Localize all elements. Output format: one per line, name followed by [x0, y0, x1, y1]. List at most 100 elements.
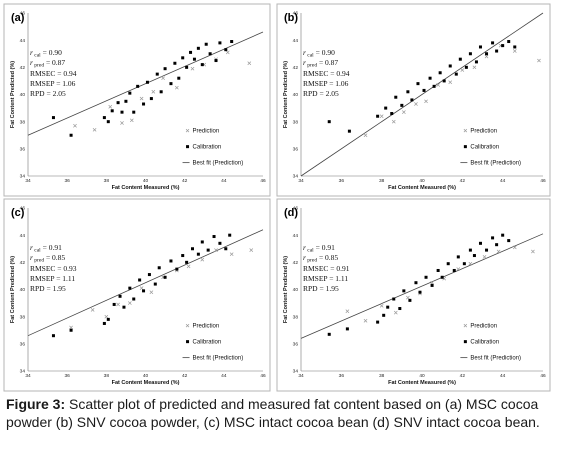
prediction-point: [116, 302, 120, 307]
prediction-point: [363, 133, 368, 138]
prediction-point: [484, 54, 489, 59]
legend-prediction-marker: [463, 128, 468, 133]
calibration-point: [138, 278, 142, 282]
r-pred-stat: r pred = 0.85: [30, 253, 65, 264]
calibration-point: [128, 91, 132, 95]
caption-text: Scatter plot of predicted and measured f…: [6, 396, 540, 430]
y-tick-label: 42: [293, 65, 299, 71]
calibration-point: [181, 56, 185, 60]
legend: Prediction Calibration Best fit (Predictio…: [182, 324, 243, 362]
prediction-point: [391, 119, 396, 124]
calibration-point: [132, 110, 136, 114]
legend-calibration-label: Calibration: [470, 145, 499, 151]
calibration-point: [159, 90, 163, 94]
prediction-point: [139, 96, 144, 101]
calibration-point: [145, 80, 149, 84]
best-fit-line: [300, 233, 544, 339]
calibration-point: [224, 48, 228, 52]
rmsec-stat: RMSEC = 0.94: [303, 69, 350, 78]
y-axis-title: Fat Content Predicted (%): [283, 61, 289, 128]
x-tick-label: 42: [182, 178, 188, 184]
calibration-point: [106, 120, 110, 124]
calibration-point: [136, 84, 140, 88]
legend-bestfit-label: Best fit (Prediction): [193, 161, 244, 167]
y-tick-label: 38: [293, 314, 299, 320]
prediction-point: [531, 249, 535, 254]
y-tick-label: 42: [20, 260, 26, 266]
calibration-point: [124, 99, 128, 103]
calibration-point: [228, 233, 232, 237]
calibration-point: [230, 40, 234, 44]
calibration-point: [408, 298, 412, 302]
best-fit-line: [300, 12, 544, 177]
rpd-stat: RPD = 1.95: [303, 284, 339, 293]
rpd-stat: RPD = 2.05: [30, 89, 66, 98]
calibration-point: [200, 63, 204, 67]
y-tick-label: 34: [20, 369, 26, 375]
prediction-point: [537, 58, 541, 63]
calibration-point: [422, 88, 426, 92]
calibration-point: [157, 266, 161, 270]
rpd-stat: RPD = 1.95: [30, 284, 66, 293]
calibration-point: [169, 259, 173, 263]
calibration-point: [112, 302, 116, 306]
rmsep-stat: RMSEP = 1.11: [30, 274, 75, 283]
x-tick-label: 38: [379, 373, 385, 379]
r-cal-stat: r cal = 0.91: [30, 243, 62, 254]
legend-calibration-label: Calibration: [193, 340, 222, 346]
calibration-point: [384, 106, 388, 110]
y-tick-label: 46: [293, 206, 299, 212]
calibration-point: [51, 116, 55, 120]
panel-letter: (a): [11, 12, 25, 24]
x-tick-label: 46: [260, 373, 266, 379]
calibration-point: [501, 44, 505, 48]
x-tick-label: 42: [460, 373, 466, 379]
calibration-point: [212, 235, 216, 239]
calibration-point: [507, 40, 511, 44]
panel-frame: [3, 198, 271, 392]
legend-calibration-marker: [463, 340, 467, 344]
calibration-point: [122, 305, 126, 309]
calibration-point: [224, 247, 228, 251]
r-cal-stat: r cal = 0.90: [303, 48, 335, 59]
calibration-point: [189, 50, 193, 54]
rmsec-stat: RMSEC = 0.94: [30, 69, 77, 78]
prediction-point: [482, 255, 487, 259]
calibration-point: [191, 247, 194, 251]
prediction-point: [129, 118, 134, 123]
y-tick-label: 34: [293, 369, 299, 375]
x-tick-label: 36: [64, 178, 70, 184]
calibration-point: [147, 273, 151, 277]
legend-prediction-marker: [463, 323, 468, 328]
x-tick-label: 44: [500, 373, 506, 379]
calibration-point: [428, 76, 432, 80]
y-tick-label: 40: [293, 287, 299, 293]
calibration-point: [192, 57, 196, 61]
legend-calibration-label: Calibration: [470, 340, 499, 346]
prediction-point: [69, 325, 73, 330]
prediction-point: [90, 308, 95, 312]
calibration-point: [507, 239, 511, 243]
calibration-point: [204, 42, 208, 46]
calibration-point: [153, 282, 157, 286]
prediction-point: [363, 318, 368, 323]
legend: Prediction Calibration Best fit (Predictio…: [460, 129, 521, 167]
calibration-point: [495, 243, 499, 247]
calibration-point: [376, 114, 380, 118]
calibration-point: [414, 281, 418, 285]
calibration-point: [106, 317, 110, 321]
prediction-point: [120, 121, 124, 125]
calibration-point: [149, 97, 153, 101]
calibration-point: [491, 41, 495, 45]
calibration-point: [218, 241, 222, 245]
calibration-point: [446, 262, 450, 266]
prediction-point: [436, 83, 440, 87]
calibration-point: [452, 268, 456, 272]
panel-frame: [276, 198, 551, 392]
x-tick-label: 38: [379, 178, 385, 184]
calibration-point: [464, 65, 468, 69]
calibration-point: [69, 133, 73, 137]
calibration-point: [394, 95, 398, 99]
prediction-point: [448, 80, 453, 85]
